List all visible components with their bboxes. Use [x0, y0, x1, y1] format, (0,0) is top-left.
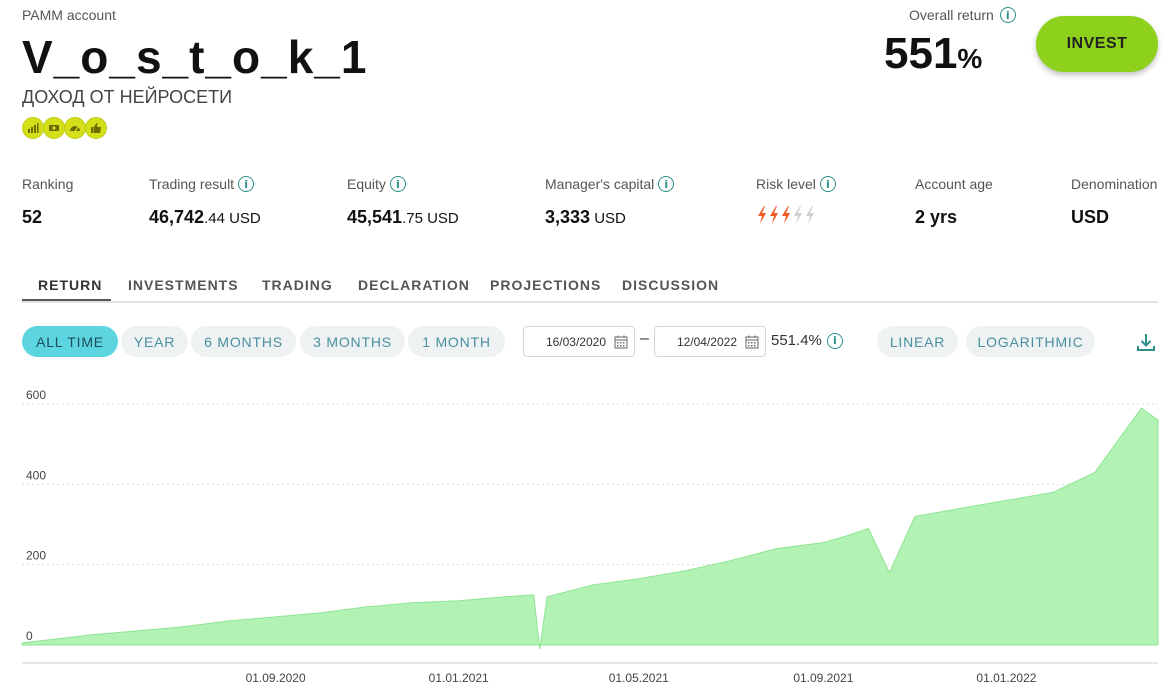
active-tab-underline: [22, 299, 111, 301]
ranking-value: 52: [22, 207, 43, 227]
equity-label: Equity: [347, 176, 386, 192]
overall-return-label-row: Overall return i: [909, 7, 1016, 23]
period-6-months[interactable]: 6 MONTHS: [191, 326, 296, 357]
risk-level-indicator: [756, 205, 836, 225]
stat-denomination: Denomination USD: [1071, 175, 1157, 228]
calendar-icon: [614, 335, 628, 348]
tab-trading[interactable]: TRADING: [262, 277, 333, 293]
chart-badge-icon[interactable]: [22, 117, 44, 139]
date-from-field[interactable]: 16/03/2020: [523, 326, 635, 357]
period-1-month[interactable]: 1 MONTH: [408, 326, 505, 357]
managers-capital-currency: USD: [590, 210, 626, 227]
date-to-field[interactable]: 12/04/2022: [654, 326, 766, 357]
denomination-label: Denomination: [1071, 176, 1158, 192]
x-tick-label: 01.09.2020: [246, 671, 306, 685]
gauge-badge-icon[interactable]: [64, 117, 86, 139]
period-all-time[interactable]: ALL TIME: [22, 326, 118, 357]
range-return-info-icon[interactable]: i: [826, 332, 843, 349]
risk-level-info-icon[interactable]: i: [819, 176, 836, 192]
stat-equity: Equity i 45,541.75 USD: [347, 175, 459, 228]
overall-return-number: 551: [884, 29, 958, 78]
date-separator: –: [640, 330, 649, 347]
x-tick-label: 01.09.2021: [793, 671, 853, 685]
x-tick-label: 01.01.2021: [429, 671, 489, 685]
y-tick-label: 200: [26, 549, 46, 563]
y-tick-label: 0: [26, 629, 33, 643]
risk-bolt-on-icon: [758, 206, 766, 224]
period-3-months[interactable]: 3 MONTHS: [300, 326, 405, 357]
tab-declaration[interactable]: DECLARATION: [358, 277, 470, 293]
risk-level-label: Risk level: [756, 176, 816, 192]
return-chart: 0 200 400 600 01.09.2020 01.01.2021 01.05.2021…: [21, 388, 1159, 685]
date-from-value: 16/03/2020: [545, 334, 606, 349]
tab-projections[interactable]: PROJECTIONS: [490, 277, 602, 293]
risk-bolt-off-icon: [794, 206, 802, 224]
period-year[interactable]: YEAR: [121, 326, 188, 357]
account-subtitle: ДОХОД ОТ НЕЙРОСЕТИ: [22, 87, 233, 107]
tab-return[interactable]: RETURN: [38, 277, 103, 293]
trading-result-currency: USD: [224, 210, 261, 227]
account-name: V_o_s_t_o_k_1: [22, 31, 368, 83]
overall-return-unit: %: [957, 43, 983, 74]
risk-bolt-on-icon: [782, 206, 790, 224]
trading-result-dec: .44: [204, 210, 225, 227]
calendar-icon: [745, 335, 759, 348]
scale-logarithmic[interactable]: LOGARITHMIC: [966, 326, 1095, 357]
risk-bolt-on-icon: [770, 206, 778, 224]
tab-discussion[interactable]: DISCUSSION: [622, 277, 720, 293]
y-tick-label: 400: [26, 468, 46, 482]
tab-investments[interactable]: INVESTMENTS: [128, 277, 239, 293]
trading-result-label: Trading result: [149, 176, 235, 192]
ranking-label: Ranking: [22, 176, 74, 192]
managers-capital-int: 3,333: [545, 207, 591, 227]
trading-result-int: 46,742: [149, 207, 205, 227]
managers-capital-info-icon[interactable]: i: [658, 176, 675, 192]
stat-risk-level: Risk level i: [756, 175, 836, 225]
stat-trading-result: Trading result i 46,742.44 USD: [149, 175, 261, 228]
risk-bolt-off-icon: [806, 206, 814, 224]
x-tick-label: 01.05.2021: [609, 671, 669, 685]
thumbs-up-badge-icon[interactable]: [85, 117, 107, 139]
tab-bar: RETURN INVESTMENTS TRADING DECLARATION P…: [22, 270, 1158, 303]
money-badge-icon[interactable]: [43, 117, 65, 139]
stat-account-age: Account age 2 yrs: [915, 175, 993, 228]
managers-capital-label: Manager's capital: [545, 176, 655, 192]
equity-dec: .75: [402, 210, 423, 227]
stat-managers-capital: Manager's capital i 3,333 USD: [545, 175, 675, 228]
range-return-value: 551.4%: [771, 332, 822, 349]
account-type-label: PAMM account: [22, 7, 116, 23]
trading-result-info-icon[interactable]: i: [238, 176, 255, 192]
badge-group: [22, 117, 107, 139]
overall-return-info-icon[interactable]: i: [999, 7, 1016, 23]
equity-currency: USD: [422, 210, 459, 227]
overall-return-label: Overall return: [909, 7, 994, 23]
stat-ranking: Ranking 52: [22, 175, 73, 228]
account-age-value: 2 yrs: [915, 207, 958, 227]
equity-int: 45,541: [347, 207, 403, 227]
return-area-series: [21, 407, 1159, 650]
x-tick-label: 01.01.2022: [976, 671, 1036, 685]
denomination-value: USD: [1071, 207, 1110, 227]
equity-info-icon[interactable]: i: [389, 176, 406, 192]
account-age-label: Account age: [915, 176, 993, 192]
scale-linear[interactable]: LINEAR: [877, 326, 958, 357]
y-tick-label: 600: [26, 388, 46, 402]
invest-button[interactable]: INVEST: [1036, 16, 1158, 72]
download-icon[interactable]: [1136, 332, 1156, 352]
overall-return-value: 551%: [884, 28, 982, 85]
date-to-value: 12/04/2022: [676, 334, 737, 349]
range-return: 551.4% i: [771, 332, 843, 349]
